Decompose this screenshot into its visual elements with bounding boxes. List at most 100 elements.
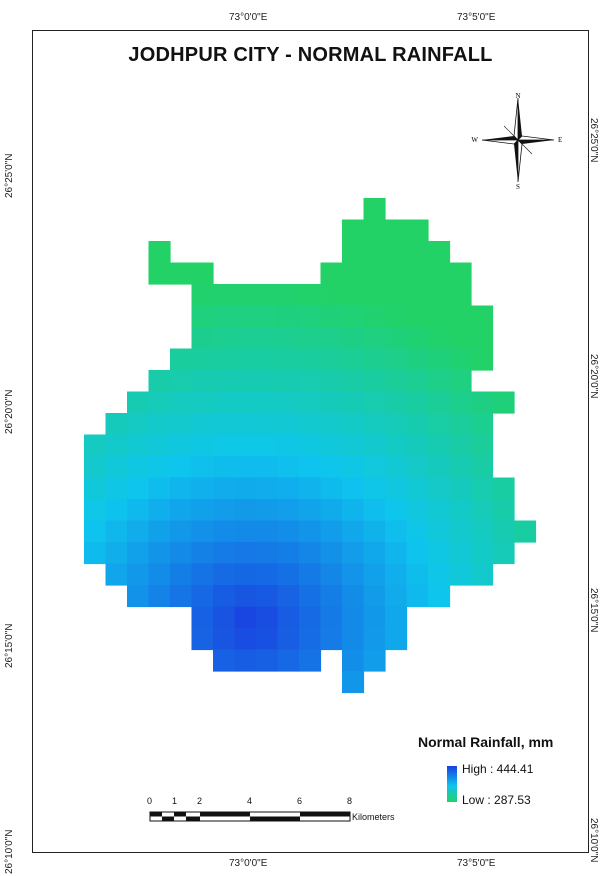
- raster-cell: [213, 370, 236, 393]
- raster-cell: [320, 391, 343, 414]
- raster-cell: [449, 477, 472, 500]
- raster-cell: [342, 606, 365, 629]
- raster-cell: [449, 499, 472, 522]
- raster-cell: [256, 628, 279, 651]
- raster-cell: [428, 434, 451, 457]
- raster-cell: [256, 542, 279, 565]
- raster-cell: [492, 520, 515, 543]
- raster-cell: [428, 391, 451, 414]
- raster-cell: [299, 649, 322, 672]
- raster-cell: [299, 499, 322, 522]
- raster-cell: [406, 563, 429, 586]
- raster-cell: [256, 477, 279, 500]
- raster-cell: [277, 563, 300, 586]
- raster-cell: [320, 563, 343, 586]
- raster-cell: [471, 456, 494, 479]
- raster-cell: [471, 305, 494, 328]
- raster-cell: [406, 456, 429, 479]
- raster-cell: [191, 284, 214, 307]
- raster-cell: [342, 434, 365, 457]
- raster-cell: [471, 391, 494, 414]
- rainfall-raster: [84, 198, 537, 694]
- raster-cell: [84, 499, 107, 522]
- raster-cell: [234, 370, 257, 393]
- raster-cell: [105, 413, 128, 436]
- raster-cell: [256, 563, 279, 586]
- raster-cell: [471, 327, 494, 350]
- raster-cell: [256, 305, 279, 328]
- raster-cell: [213, 327, 236, 350]
- raster-cell: [256, 327, 279, 350]
- raster-cell: [234, 348, 257, 371]
- raster-cell: [492, 542, 515, 565]
- raster-cell: [127, 585, 150, 608]
- raster-cell: [299, 542, 322, 565]
- scale-tick-8: 8: [347, 796, 353, 806]
- raster-cell: [170, 370, 193, 393]
- raster-cell: [342, 305, 365, 328]
- raster-cell: [406, 391, 429, 414]
- raster-cell: [191, 370, 214, 393]
- raster-cell: [148, 499, 171, 522]
- raster-cell: [299, 520, 322, 543]
- raster-cell: [256, 649, 279, 672]
- raster-cell: [363, 649, 386, 672]
- raster-cell: [363, 499, 386, 522]
- raster-cell: [320, 542, 343, 565]
- raster-cell: [170, 434, 193, 457]
- raster-cell: [363, 585, 386, 608]
- raster-cell: [299, 348, 322, 371]
- raster-cell: [277, 348, 300, 371]
- raster-cell: [299, 284, 322, 307]
- raster-cell: [234, 284, 257, 307]
- raster-cell: [234, 606, 257, 629]
- raster-cell: [191, 606, 214, 629]
- raster-cell: [191, 327, 214, 350]
- raster-cell: [320, 327, 343, 350]
- raster-cell: [428, 499, 451, 522]
- raster-cell: [428, 284, 451, 307]
- raster-cell: [234, 456, 257, 479]
- raster-cell: [320, 434, 343, 457]
- raster-cell: [148, 542, 171, 565]
- raster-cell: [191, 434, 214, 457]
- raster-cell: [363, 456, 386, 479]
- scale-tick-1: 1: [172, 796, 178, 806]
- raster-cell: [320, 370, 343, 393]
- raster-cell: [191, 585, 214, 608]
- raster-cell: [385, 606, 408, 629]
- raster-cell: [342, 477, 365, 500]
- raster-cell: [105, 520, 128, 543]
- raster-cell: [299, 456, 322, 479]
- north-arrow-s: S: [516, 183, 520, 191]
- raster-cell: [428, 585, 451, 608]
- top-tick-73-5: 73°5'0"E: [457, 12, 496, 23]
- raster-cell: [299, 563, 322, 586]
- north-arrow-e: E: [558, 136, 562, 144]
- raster-cell: [471, 413, 494, 436]
- raster-cell: [170, 563, 193, 586]
- raster-cell: [105, 477, 128, 500]
- raster-cell: [492, 477, 515, 500]
- raster-cell: [320, 348, 343, 371]
- raster-cell: [148, 434, 171, 457]
- north-arrow-icon: N S E W: [471, 92, 562, 191]
- raster-cell: [127, 434, 150, 457]
- raster-cell: [256, 348, 279, 371]
- raster-cell: [342, 348, 365, 371]
- raster-cell: [471, 434, 494, 457]
- raster-cell: [213, 628, 236, 651]
- raster-cell: [342, 563, 365, 586]
- raster-cell: [170, 477, 193, 500]
- raster-cell: [342, 284, 365, 307]
- raster-cell: [320, 606, 343, 629]
- raster-cell: [514, 520, 537, 543]
- raster-cell: [385, 284, 408, 307]
- raster-cell: [449, 520, 472, 543]
- raster-cell: [148, 477, 171, 500]
- raster-cell: [492, 391, 515, 414]
- raster-cell: [148, 391, 171, 414]
- raster-cell: [385, 520, 408, 543]
- bottom-tick-73-5: 73°5'0"E: [457, 858, 496, 869]
